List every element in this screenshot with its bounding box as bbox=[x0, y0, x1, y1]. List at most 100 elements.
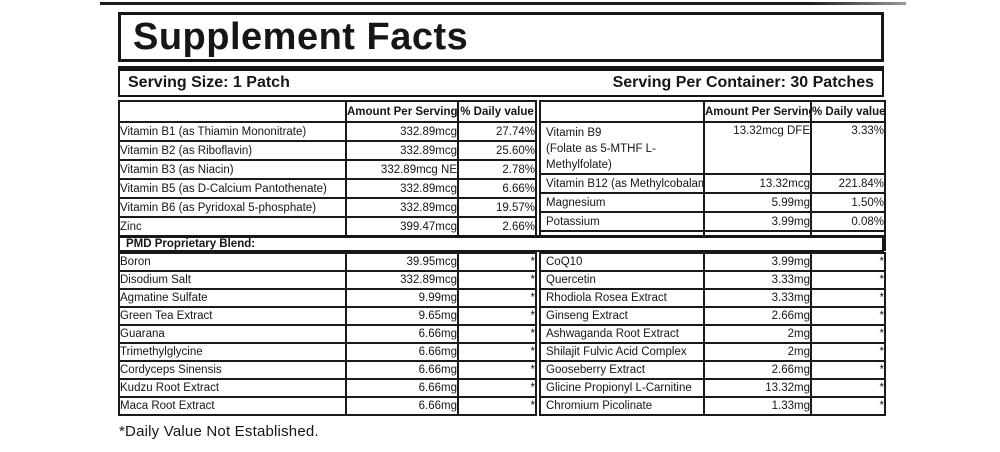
nutrient-name: Chromium Picolinate bbox=[539, 396, 705, 416]
daily-value: * bbox=[810, 378, 886, 398]
empty-header-cell bbox=[539, 100, 705, 123]
table-row: Vitamin B12 (as Methylcobalamin) 13.32mc… bbox=[539, 173, 886, 195]
daily-value: * bbox=[457, 342, 537, 362]
serving-size-text: Serving Size: 1 Patch bbox=[128, 74, 290, 91]
nutrient-name: Vitamin B3 (as Niacin) bbox=[118, 159, 347, 180]
nutrient-name: Guarana bbox=[118, 324, 347, 344]
table-row: Quercetin 3.33mg * bbox=[539, 270, 886, 290]
table-row: Cordyceps Sinensis 6.66mg * bbox=[118, 360, 537, 380]
amount-value: 39.95mcg bbox=[345, 252, 459, 272]
nutrient-name: Vitamin B6 (as Pyridoxal 5-phosphate) bbox=[118, 197, 347, 218]
amount-header: Amount Per Serving bbox=[345, 100, 459, 123]
daily-value: * bbox=[457, 324, 537, 344]
nutrient-name: Quercetin bbox=[539, 270, 705, 290]
daily-value: * bbox=[810, 270, 886, 290]
daily-value-footnote: *Daily Value Not Established. bbox=[119, 423, 319, 440]
nutrient-name-line1: Vitamin B9 bbox=[546, 127, 602, 139]
nutrient-name: Maca Root Extract bbox=[118, 396, 347, 416]
daily-value: * bbox=[810, 360, 886, 380]
nutrient-name: Trimethylglycine bbox=[118, 342, 347, 362]
daily-value: * bbox=[810, 396, 886, 416]
nutrient-name: Boron bbox=[118, 252, 347, 272]
nutrient-name: Shilajit Fulvic Acid Complex bbox=[539, 342, 705, 362]
nutrient-name: Rhodiola Rosea Extract bbox=[539, 288, 705, 308]
table-row: CoQ10 3.99mg * bbox=[539, 252, 886, 272]
table-row: Maca Root Extract 6.66mg * bbox=[118, 396, 537, 416]
daily-value: 2.78% bbox=[457, 159, 537, 180]
nutrient-name: Potassium bbox=[539, 211, 705, 233]
daily-value: * bbox=[810, 342, 886, 362]
table-row: Vitamin B3 (as Niacin) 332.89mcg NE 2.78… bbox=[118, 159, 537, 180]
daily-value: * bbox=[457, 396, 537, 416]
amount-value: 6.66mg bbox=[345, 342, 459, 362]
daily-value: 221.84% bbox=[810, 173, 886, 195]
amount-value: 13.32mg bbox=[703, 378, 812, 398]
page-title: Supplement Facts bbox=[133, 15, 469, 58]
daily-value: * bbox=[810, 252, 886, 272]
daily-value: 6.66% bbox=[457, 178, 537, 199]
nutrient-name: Glicine Propionyl L-Carnitine bbox=[539, 378, 705, 398]
daily-value: * bbox=[457, 270, 537, 290]
table-row: Glicine Propionyl L-Carnitine 13.32mg * bbox=[539, 378, 886, 398]
table-row: Gooseberry Extract 2.66mg * bbox=[539, 360, 886, 380]
amount-value: 2mg bbox=[703, 324, 812, 344]
amount-value: 5.99mg bbox=[703, 192, 812, 214]
title-box: Supplement Facts bbox=[118, 12, 884, 62]
amount-value: 6.66mg bbox=[345, 378, 459, 398]
top-rule bbox=[100, 2, 906, 5]
daily-value: 27.74% bbox=[457, 121, 537, 142]
amount-header: Amount Per Serving bbox=[703, 100, 812, 123]
amount-value: 399.47mcg bbox=[345, 216, 459, 237]
nutrient-name: Magnesium bbox=[539, 192, 705, 214]
daily-value: * bbox=[457, 360, 537, 380]
table-row: Chromium Picolinate 1.33mg * bbox=[539, 396, 886, 416]
amount-value: 6.66mg bbox=[345, 324, 459, 344]
table-row: Green Tea Extract 9.65mg * bbox=[118, 306, 537, 326]
amount-value: 9.99mg bbox=[345, 288, 459, 308]
table-row: Vitamin B2 (as Riboflavin) 332.89mcg 25.… bbox=[118, 140, 537, 161]
amount-value: 6.66mg bbox=[345, 360, 459, 380]
nutrient-name: Green Tea Extract bbox=[118, 306, 347, 326]
table-row: Kudzu Root Extract 6.66mg * bbox=[118, 378, 537, 398]
table-row: Shilajit Fulvic Acid Complex 2mg * bbox=[539, 342, 886, 362]
table-row: Boron 39.95mcg * bbox=[118, 252, 537, 272]
daily-value: * bbox=[457, 306, 537, 326]
amount-value: 332.89mcg bbox=[345, 197, 459, 218]
nutrient-name: Vitamin B9 (Folate as 5-MTHF L-Methylfol… bbox=[539, 120, 705, 176]
table-row: Vitamin B5 (as D-Calcium Pantothenate) 3… bbox=[118, 178, 537, 199]
table-header-row: Amount Per Serving % Daily value bbox=[539, 100, 886, 123]
table-row: Agmatine Sulfate 9.99mg * bbox=[118, 288, 537, 308]
nutrient-name: Disodium Salt bbox=[118, 270, 347, 290]
daily-header: % Daily value bbox=[810, 100, 886, 123]
amount-value: 332.89mcg bbox=[345, 270, 459, 290]
amount-value: 332.89mcg bbox=[345, 140, 459, 161]
blend-table-right: CoQ10 3.99mg * Quercetin 3.33mg * Rhodio… bbox=[539, 252, 886, 416]
table-row: Potassium 3.99mg 0.08% bbox=[539, 211, 886, 233]
amount-value: 6.66mg bbox=[345, 396, 459, 416]
table-row: Trimethylglycine 6.66mg * bbox=[118, 342, 537, 362]
nutrient-name: Vitamin B2 (as Riboflavin) bbox=[118, 140, 347, 161]
daily-value: * bbox=[810, 288, 886, 308]
table-row: Disodium Salt 332.89mcg * bbox=[118, 270, 537, 290]
nutrient-name: CoQ10 bbox=[539, 252, 705, 272]
daily-value: 3.33% bbox=[810, 120, 886, 176]
table-row: Guarana 6.66mg * bbox=[118, 324, 537, 344]
amount-value: 9.65mg bbox=[345, 306, 459, 326]
nutrient-name: Zinc bbox=[118, 216, 347, 237]
amount-value: 3.99mg bbox=[703, 211, 812, 233]
daily-header: % Daily value bbox=[457, 100, 537, 123]
daily-value: 25.60% bbox=[457, 140, 537, 161]
nutrient-name: Cordyceps Sinensis bbox=[118, 360, 347, 380]
table-row: Ashwaganda Root Extract 2mg * bbox=[539, 324, 886, 344]
vitamins-table-right: Amount Per Serving % Daily value Vitamin… bbox=[539, 100, 886, 252]
nutrient-name: Vitamin B5 (as D-Calcium Pantothenate) bbox=[118, 178, 347, 199]
amount-value: 3.99mg bbox=[703, 252, 812, 272]
amount-value: 2.66mg bbox=[703, 306, 812, 326]
vitamins-table-left: Amount Per Serving % Daily value Vitamin… bbox=[118, 100, 537, 237]
daily-value: * bbox=[457, 252, 537, 272]
daily-value: 0.08% bbox=[810, 211, 886, 233]
table-row: Magnesium 5.99mg 1.50% bbox=[539, 192, 886, 214]
amount-value: 332.89mcg bbox=[345, 121, 459, 142]
amount-value: 3.33mg bbox=[703, 288, 812, 308]
daily-value: 1.50% bbox=[810, 192, 886, 214]
